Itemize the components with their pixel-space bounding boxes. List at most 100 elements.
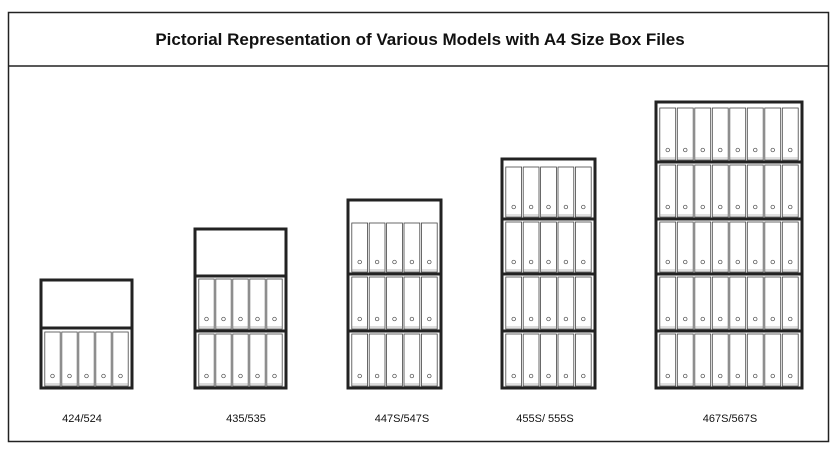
file-ring <box>546 316 551 322</box>
file-ring <box>546 373 551 379</box>
box-file <box>215 278 232 330</box>
file-ring <box>581 373 586 379</box>
file-ring <box>409 259 415 265</box>
file-ring <box>392 259 397 265</box>
box-file <box>403 222 421 273</box>
file-ring <box>581 204 586 210</box>
file-ring <box>427 259 432 265</box>
file-ring <box>700 373 705 379</box>
file-ring <box>735 204 740 210</box>
box-file <box>676 276 694 330</box>
file-ring <box>101 373 106 379</box>
file-ring <box>753 316 758 322</box>
file-ring <box>563 316 569 322</box>
box-file <box>575 221 592 273</box>
box-file <box>781 107 799 161</box>
file-ring <box>683 316 688 322</box>
file-ring <box>511 259 516 265</box>
file-ring <box>665 373 670 379</box>
file-ring <box>683 204 688 210</box>
box-file <box>659 221 677 273</box>
box-file <box>659 107 677 161</box>
file-ring <box>374 373 380 379</box>
box-file <box>659 333 677 387</box>
file-ring <box>272 373 277 379</box>
box-file <box>266 278 283 330</box>
box-file <box>746 164 764 218</box>
file-ring <box>528 204 534 210</box>
box-file <box>729 276 747 330</box>
file-ring <box>665 259 670 265</box>
box-file <box>557 166 575 218</box>
box-file <box>351 276 368 330</box>
file-ring <box>665 316 670 322</box>
file-ring <box>581 316 586 322</box>
box-file <box>694 164 712 218</box>
box-file <box>575 276 592 330</box>
box-file <box>694 333 712 387</box>
file-ring <box>770 204 775 210</box>
file-ring <box>357 259 362 265</box>
box-file <box>420 222 438 273</box>
file-ring <box>374 316 380 322</box>
box-file <box>694 221 712 273</box>
box-file <box>781 164 799 218</box>
file-ring <box>735 373 740 379</box>
box-file <box>61 331 78 387</box>
box-file <box>403 276 421 330</box>
box-file <box>386 333 403 387</box>
box-file <box>368 276 386 330</box>
box-file <box>764 333 782 387</box>
file-ring <box>409 373 415 379</box>
file-ring <box>392 373 397 379</box>
box-file <box>676 221 694 273</box>
box-file <box>540 221 557 273</box>
box-file <box>729 333 747 387</box>
file-ring <box>528 316 534 322</box>
file-ring <box>788 204 793 210</box>
box-file <box>729 164 747 218</box>
file-ring <box>392 316 397 322</box>
file-ring <box>255 373 260 379</box>
box-file <box>249 333 266 387</box>
file-ring <box>788 259 793 265</box>
cabinet <box>193 227 288 390</box>
box-file <box>505 166 522 218</box>
box-file <box>386 222 403 273</box>
file-ring <box>700 316 705 322</box>
box-file <box>694 276 712 330</box>
file-ring <box>788 147 793 153</box>
file-ring <box>718 373 723 379</box>
box-file <box>522 221 540 273</box>
model-label: 455S/ 555S <box>516 413 574 425</box>
box-file <box>746 276 764 330</box>
box-file <box>729 107 747 161</box>
cabinet <box>346 198 443 390</box>
box-file <box>746 107 764 161</box>
box-file <box>711 107 729 161</box>
box-file <box>232 333 249 387</box>
file-ring <box>546 259 551 265</box>
file-ring <box>204 316 209 322</box>
box-file <box>505 333 522 387</box>
file-ring <box>409 316 415 322</box>
file-ring <box>511 204 516 210</box>
file-ring <box>221 373 226 379</box>
box-file <box>540 276 557 330</box>
box-file <box>112 331 129 387</box>
box-file <box>746 333 764 387</box>
box-file <box>522 166 540 218</box>
cabinet <box>39 278 134 390</box>
box-file <box>729 221 747 273</box>
box-file <box>711 333 729 387</box>
box-file <box>557 333 575 387</box>
file-ring <box>50 373 55 379</box>
file-ring <box>753 204 758 210</box>
file-ring <box>770 259 775 265</box>
file-ring <box>788 316 793 322</box>
box-file <box>351 333 368 387</box>
box-file <box>505 221 522 273</box>
box-file <box>249 278 266 330</box>
